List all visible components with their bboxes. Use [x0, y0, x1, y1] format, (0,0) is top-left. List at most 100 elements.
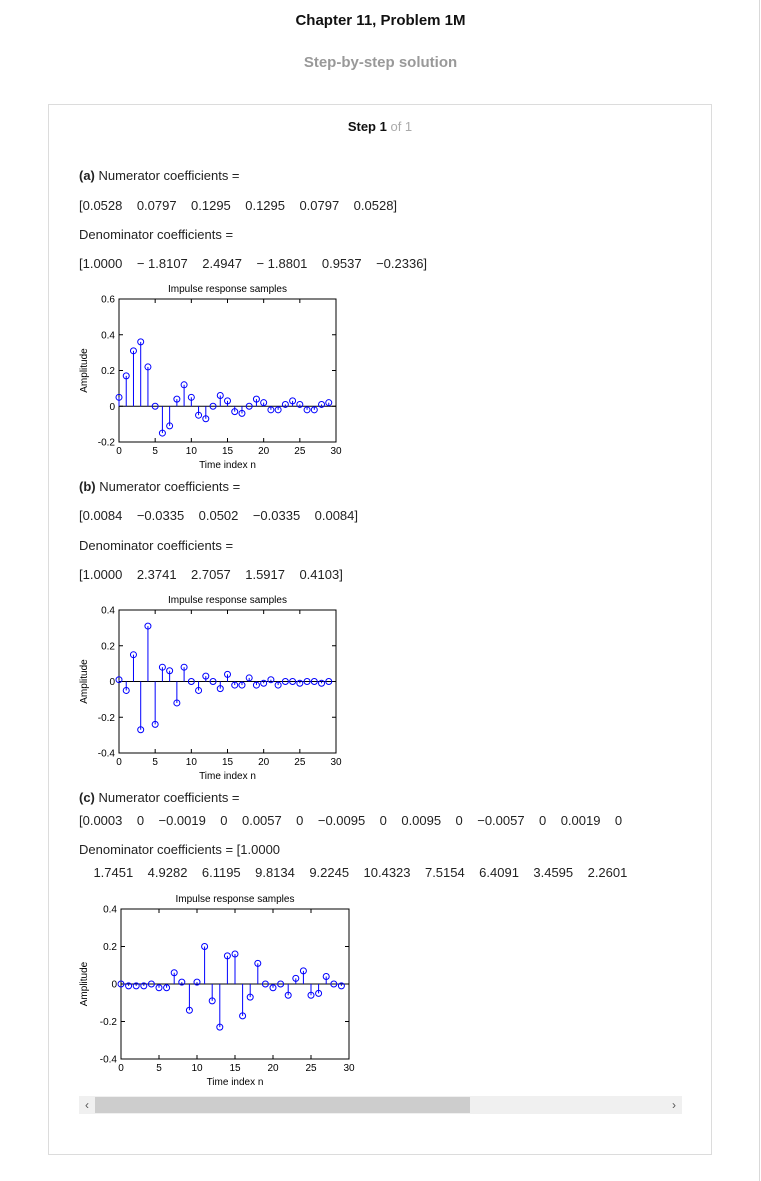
part-b-numerator-values: [0.0084 −0.0335 0.0502 −0.0335 0.0084]: [79, 508, 359, 523]
plot-title: Impulse response samples: [168, 284, 287, 295]
x-tick-label: 25: [294, 757, 306, 768]
stem-marker: [246, 993, 254, 1001]
stem-marker: [155, 984, 163, 992]
stem-marker: [187, 393, 195, 401]
stem-marker: [122, 686, 130, 694]
scroll-left-arrow-icon[interactable]: ‹: [85, 1098, 89, 1112]
chapter-title: Chapter 11, Problem 1M: [295, 12, 466, 29]
stem-marker: [115, 676, 123, 684]
part-c-numerator-scroll-area: [0.0003 0 −0.0019 0 0.0057 0 −0.0095 0 0…: [79, 813, 681, 833]
y-tick-label: -0.2: [100, 1017, 118, 1028]
x-tick-label: 20: [258, 446, 270, 457]
x-tick-label: 0: [116, 446, 122, 457]
x-tick-label: 5: [156, 1063, 162, 1074]
x-tick-label: 30: [330, 446, 342, 457]
stem-marker: [310, 406, 318, 414]
stem-marker: [180, 381, 188, 389]
x-axis-label: Time index n: [207, 1077, 264, 1087]
y-tick-label: -0.2: [98, 713, 116, 724]
page-right-border: [759, 0, 760, 1181]
stem-marker: [337, 982, 345, 990]
stem-marker: [163, 984, 171, 992]
stem-marker: [318, 679, 326, 687]
stem-marker: [284, 991, 292, 999]
part-b-letter: (b): [79, 479, 96, 494]
part-c-numerator-values: [0.0003 0 −0.0019 0 0.0057 0 −0.0095 0 0…: [79, 813, 623, 828]
stem-marker: [195, 411, 203, 419]
y-tick-label: 0: [109, 677, 115, 688]
stem-marker: [216, 392, 224, 400]
y-tick-label: -0.4: [100, 1055, 118, 1066]
stem-marker: [231, 681, 239, 689]
stem-marker: [281, 400, 289, 408]
step-count: of 1: [390, 119, 413, 134]
stem-marker: [267, 676, 275, 684]
stem-marker: [231, 950, 239, 958]
stem-marker: [129, 651, 137, 659]
stem-marker: [209, 402, 217, 410]
part-b-denominator-label: Denominator coefficients =: [79, 538, 234, 553]
stem-marker: [277, 980, 285, 988]
stem-marker: [193, 978, 201, 986]
stem-marker: [296, 679, 304, 687]
stem-marker: [151, 402, 159, 410]
part-c-denominator-scroll-area: 1.7451 4.9282 6.1195 9.8134 9.2245 10.43…: [79, 865, 681, 885]
stem-marker: [129, 347, 137, 355]
part-c-letter: (c): [79, 790, 95, 805]
stem-marker: [289, 397, 297, 405]
stem-marker: [254, 959, 262, 967]
stem-marker: [117, 980, 125, 988]
scrollbar-thumb[interactable]: [95, 1097, 470, 1113]
scroll-right-arrow-icon[interactable]: ›: [672, 1098, 676, 1112]
stem-marker: [322, 973, 330, 980]
stem-marker: [299, 967, 307, 975]
stem-marker: [325, 399, 333, 407]
stem-marker: [239, 1012, 247, 1020]
stem-marker: [195, 686, 203, 694]
stem-marker: [307, 991, 315, 999]
stem-marker: [201, 943, 209, 950]
y-tick-label: 0: [109, 402, 115, 413]
stem-marker: [267, 406, 275, 414]
stem-marker: [245, 402, 253, 410]
horizontal-scrollbar[interactable]: ‹ ›: [79, 1096, 682, 1114]
stem-marker: [180, 663, 188, 671]
part-c-denominator-label: Denominator coefficients = [1.0000: [79, 842, 281, 857]
stem-marker: [224, 670, 231, 678]
stem-marker: [238, 409, 246, 417]
x-tick-label: 20: [258, 757, 270, 768]
part-c-numerator-label: (c) Numerator coefficients =: [79, 790, 240, 805]
stem-marker: [178, 978, 186, 986]
stem-marker: [252, 681, 260, 689]
part-c-denominator-values: 1.7451 4.9282 6.1195 9.8134 9.2245 10.43…: [79, 865, 628, 880]
x-tick-label: 10: [186, 757, 198, 768]
y-tick-label: 0.2: [101, 366, 115, 377]
stem-marker: [125, 982, 133, 990]
stem-marker: [132, 982, 140, 990]
stem-marker: [170, 969, 178, 977]
stem-marker: [318, 400, 326, 408]
y-tick-label: 0.2: [103, 942, 117, 953]
stem-marker: [274, 406, 282, 414]
x-tick-label: 15: [222, 757, 234, 768]
stem-marker: [269, 984, 277, 992]
stem-marker: [281, 678, 289, 685]
stem-marker: [252, 395, 260, 403]
stem-marker: [173, 395, 181, 403]
part-a-denominator-label: Denominator coefficients =: [79, 227, 234, 242]
stem-marker: [245, 674, 253, 682]
y-tick-label: 0.4: [101, 606, 115, 617]
x-tick-label: 30: [330, 757, 342, 768]
stem-marker: [303, 678, 311, 685]
stem-marker: [310, 678, 318, 685]
y-axis-label: Amplitude: [79, 659, 90, 704]
stem-marker: [238, 681, 246, 689]
part-a-numerator-values: [0.0528 0.0797 0.1295 0.1295 0.0797 0.05…: [79, 198, 398, 213]
stem-marker: [303, 406, 311, 414]
part-c-numerator-text: Numerator coefficients =: [94, 790, 240, 805]
stem-marker: [209, 678, 217, 685]
stem-marker: [292, 974, 300, 982]
impulse-response-plot-a: Impulse response samples Amplitude Time in…: [79, 284, 342, 471]
stem-marker: [216, 1023, 224, 1031]
x-tick-label: 10: [191, 1063, 203, 1074]
